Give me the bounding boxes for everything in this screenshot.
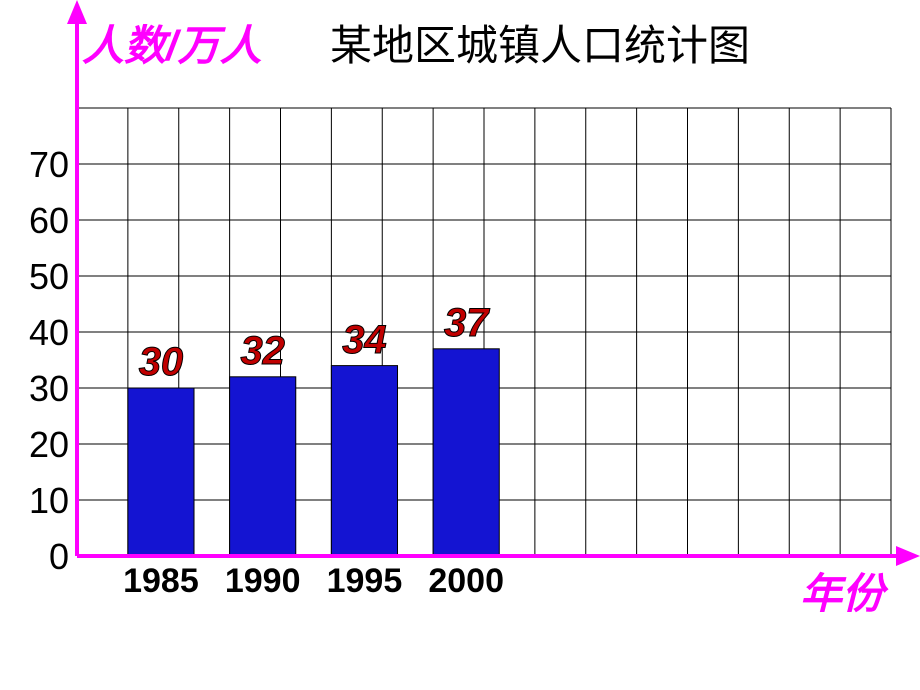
- y-tick-label: 0: [0, 536, 69, 578]
- y-tick-label: 70: [0, 144, 69, 186]
- y-tick-label: 20: [0, 424, 69, 466]
- value-label: 32: [213, 329, 313, 374]
- value-label: 30: [111, 340, 211, 385]
- chart-container: 人数/万人 某地区城镇人口统计图 年份 010203040506070 1985…: [0, 0, 920, 690]
- value-label: 34: [314, 318, 414, 363]
- y-tick-label: 10: [0, 480, 69, 522]
- x-axis-title: 年份: [800, 560, 884, 621]
- value-label: 37: [416, 301, 516, 346]
- y-tick-label: 50: [0, 256, 69, 298]
- y-tick-label: 30: [0, 368, 69, 410]
- y-axis-title: 人数/万人: [82, 12, 262, 73]
- x-category-label: 2000: [406, 562, 526, 601]
- chart-title: 某地区城镇人口统计图: [330, 12, 750, 73]
- y-tick-label: 60: [0, 200, 69, 242]
- y-tick-label: 40: [0, 312, 69, 354]
